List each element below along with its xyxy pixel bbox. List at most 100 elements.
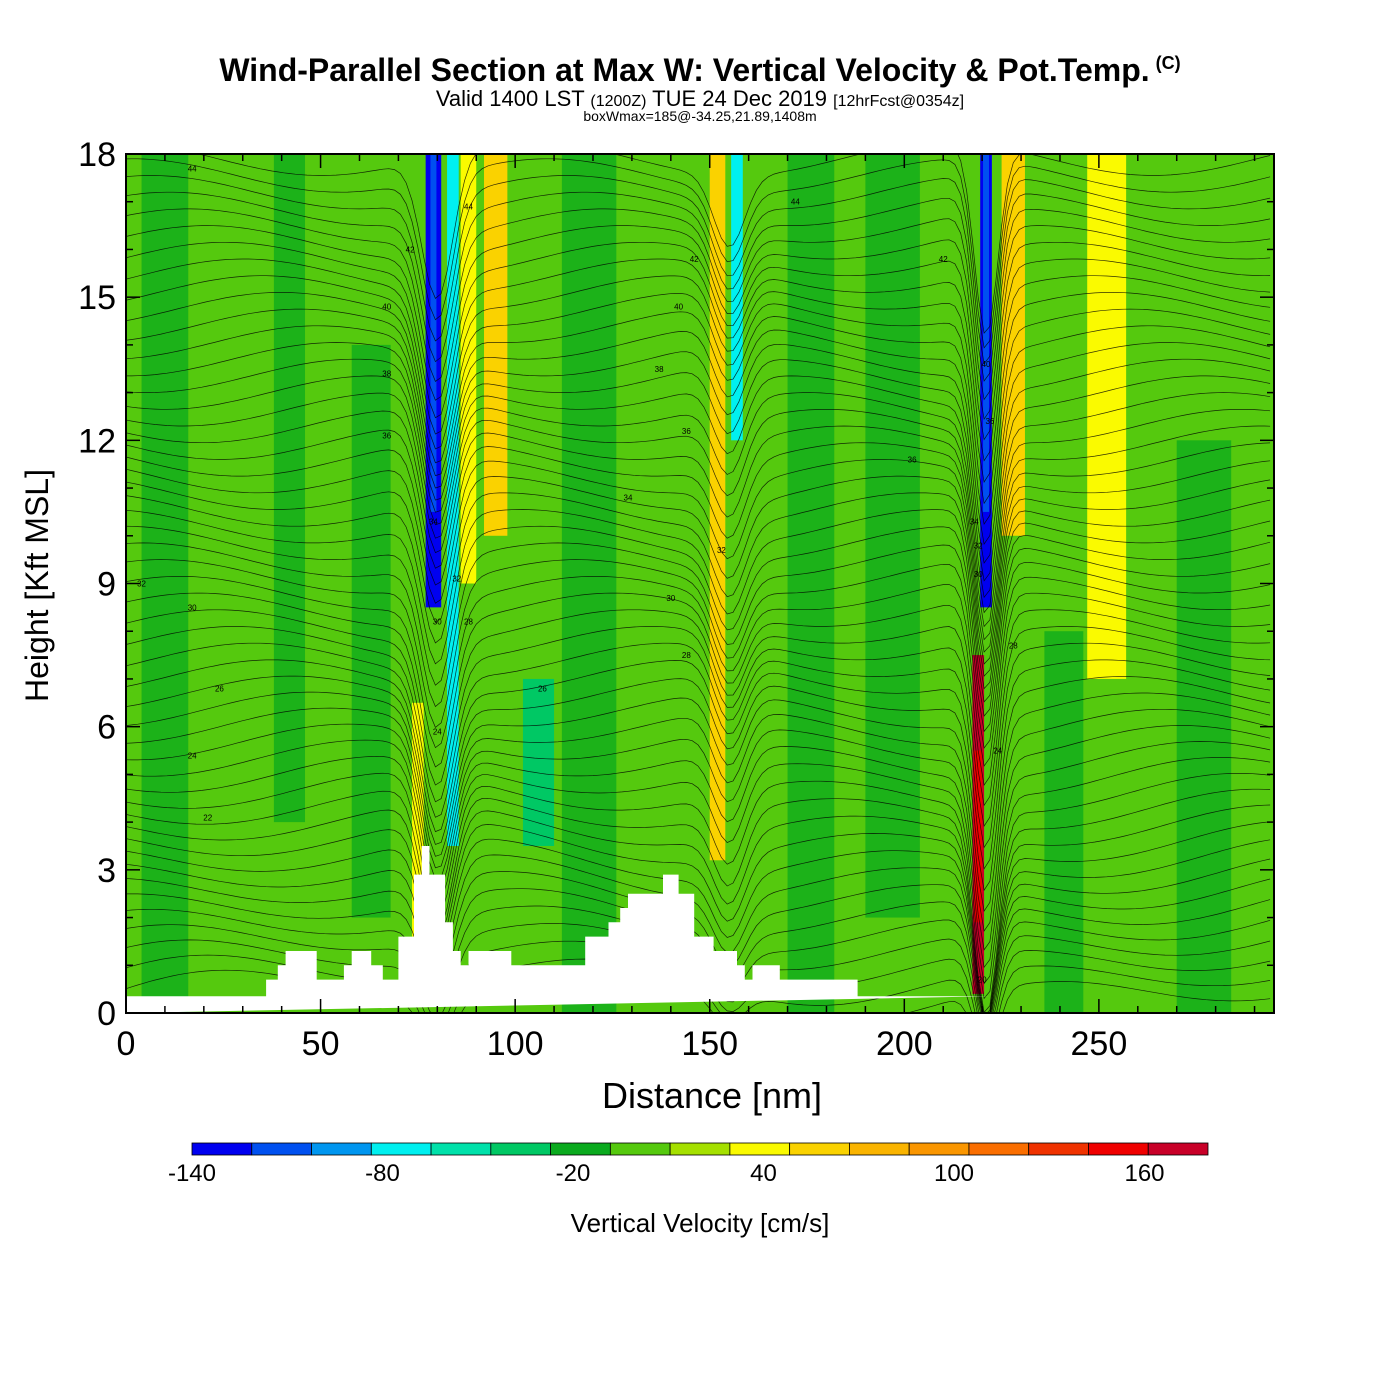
- velocity-band: [1087, 154, 1127, 679]
- theta-contour-label: 44: [188, 164, 197, 173]
- theta-contour-line: [126, 492, 1271, 690]
- theta-contour-line: [126, 342, 1271, 564]
- x-tick-label: 100: [487, 1025, 544, 1063]
- colorbar-tick-label: -20: [556, 1160, 591, 1187]
- valid-prefix: Valid 1400 LST: [435, 86, 585, 111]
- theta-contour-line: [126, 241, 1271, 441]
- theta-contour-line: [126, 208, 1271, 401]
- theta-contour-line: [126, 308, 1271, 526]
- x-axis-label: Distance [nm]: [602, 1075, 822, 1116]
- colorbar: -140 -80 -20 40 100 160 Vertical Velocity [cm/…: [168, 1142, 1209, 1238]
- terrain-profile: [126, 846, 990, 1013]
- theta-contour-labels: 44 44 42 42 44 42 40 40 40 38 38 36 36 36 36 34 34 34 32 32…: [137, 164, 1018, 984]
- theta-contour-label: 24: [188, 751, 197, 760]
- x-tick-label: 0: [117, 1025, 136, 1063]
- theta-contour-label: 34: [429, 517, 438, 526]
- colorbar-segment: [251, 1142, 312, 1156]
- theta-contour-line: [126, 258, 1271, 462]
- theta-contour-label: 40: [982, 360, 991, 369]
- theta-contour-label: 32: [717, 546, 726, 555]
- colorbar-segment: [849, 1142, 910, 1156]
- y-tick-label: 12: [78, 422, 116, 460]
- colorbar-segment: [550, 1142, 611, 1156]
- x-tick-label: 200: [876, 1025, 933, 1063]
- theta-contour-line: [126, 375, 1271, 599]
- theta-contour-label: 30: [666, 594, 675, 603]
- theta-contour-line: [126, 358, 1271, 582]
- terrain: [126, 846, 990, 1013]
- theta-contour-line: [126, 509, 1271, 703]
- forecast-info: [12hrFcst@0354z]: [833, 93, 965, 110]
- theta-contour-label: 34: [624, 494, 633, 503]
- copyright-mark: (C): [1155, 53, 1181, 73]
- y-tick-label: 0: [97, 995, 116, 1033]
- y-tick-label: 9: [97, 566, 116, 604]
- theta-contour-label: 42: [690, 255, 699, 264]
- theta-contours: [126, 154, 1271, 1013]
- colorbar-tick-label: 100: [934, 1160, 974, 1187]
- theta-contour-label: 28: [682, 651, 691, 660]
- valid-time-line: Valid 1400 LST (1200Z) TUE 24 Dec 2019 […: [0, 86, 1400, 112]
- colorbar-segment: [370, 1142, 432, 1156]
- velocity-band: [709, 154, 726, 861]
- field-patch: [141, 154, 189, 1013]
- theta-contour-label: 38: [382, 370, 391, 379]
- theta-contour-line: [126, 723, 1271, 951]
- theta-contour-label: 36: [908, 455, 917, 464]
- velocity-band: [522, 678, 555, 846]
- field-patch: [787, 154, 835, 1013]
- theta-contour-line: [126, 691, 1271, 913]
- theta-contour-line: [126, 659, 1271, 870]
- velocity-field: [126, 154, 1274, 1013]
- theta-contour-label: 42: [939, 255, 948, 264]
- colorbar-label: Vertical Velocity [cm/s]: [571, 1208, 830, 1238]
- y-axis-label: Height [Kft MSL]: [19, 469, 55, 702]
- theta-contour-line: [126, 392, 1271, 614]
- field-patch: [865, 154, 920, 918]
- theta-contour-line: [126, 609, 1271, 807]
- valid-utc: (1200Z): [590, 93, 647, 110]
- colorbar-segment: [729, 1142, 791, 1156]
- theta-contour-line: [126, 175, 1271, 365]
- y-tick-label: 18: [78, 136, 116, 174]
- colorbar-segment: [609, 1142, 671, 1156]
- theta-contour-line: [126, 459, 1271, 665]
- theta-contour-line: [126, 158, 1271, 349]
- colorbar-segment: [430, 1142, 492, 1156]
- theta-contour-line: [126, 788, 1271, 1013]
- theta-contour-line: [126, 559, 1271, 749]
- box-info: boxWmax=185@-34.25,21.89,1408m: [583, 108, 817, 124]
- colorbar-segment: [669, 1142, 731, 1156]
- valid-date: TUE 24 Dec 2019: [652, 86, 828, 111]
- theta-contour-line: [126, 626, 1271, 828]
- y-tick-label: 3: [97, 852, 116, 890]
- colorbar-segment: [1147, 1142, 1209, 1156]
- theta-contour-label: 26: [538, 684, 547, 693]
- theta-contour-line: [126, 525, 1271, 717]
- theta-contour-label: 28: [464, 618, 473, 627]
- theta-contour-line: [197, 154, 1271, 334]
- theta-contour-line: [126, 675, 1271, 892]
- x-tick-label: 250: [1071, 1025, 1128, 1063]
- field-patch: [1044, 631, 1084, 1013]
- theta-contour-line: [126, 275, 1271, 483]
- theta-contour-label: 30: [433, 618, 442, 627]
- chart-title-text: Wind-Parallel Section at Max W: Vertical…: [219, 52, 1150, 88]
- theta-contour-label: 24: [433, 727, 442, 736]
- colorbar-segment: [191, 1142, 253, 1156]
- velocity-band: [1001, 154, 1025, 536]
- theta-contour-line: [126, 888, 1271, 1013]
- theta-contour-label: 34: [970, 517, 979, 526]
- theta-contour-line: [126, 425, 1271, 641]
- theta-contour-label: 44: [791, 198, 800, 207]
- theta-contour-line: [126, 575, 1271, 767]
- theta-contour-label: 32: [137, 580, 146, 589]
- chart-title: Wind-Parallel Section at Max W: Vertical…: [0, 52, 1400, 89]
- colorbar-segment: [789, 1142, 850, 1156]
- velocity-band: [412, 702, 424, 937]
- theta-contour-line: [126, 755, 1271, 985]
- theta-contour-label: 40: [674, 303, 683, 312]
- theta-contour-label: 38: [655, 365, 664, 374]
- theta-contour-line: [126, 325, 1271, 546]
